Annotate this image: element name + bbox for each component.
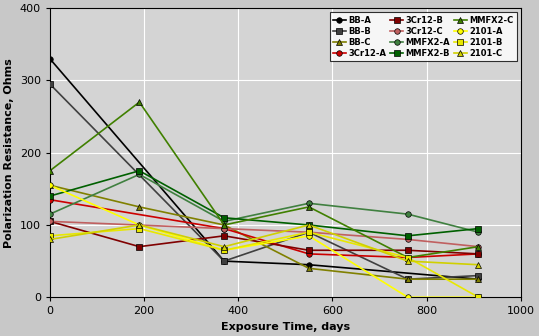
MMFX2-B bbox=[136, 169, 143, 173]
MMFX2-C bbox=[475, 245, 482, 249]
BB-A bbox=[47, 57, 53, 61]
Line: MMFX2-B: MMFX2-B bbox=[47, 168, 481, 239]
Y-axis label: Polarization Resistance, Ohms: Polarization Resistance, Ohms bbox=[4, 58, 14, 248]
BB-B bbox=[221, 259, 227, 263]
2101-C bbox=[47, 238, 53, 242]
3Cr12-A bbox=[47, 198, 53, 202]
BB-A bbox=[306, 263, 312, 267]
3Cr12-A bbox=[475, 252, 482, 256]
MMFX2-B bbox=[405, 234, 411, 238]
BB-A bbox=[475, 277, 482, 281]
2101-B bbox=[47, 234, 53, 238]
MMFX2-B bbox=[475, 226, 482, 230]
3Cr12-C bbox=[405, 238, 411, 242]
MMFX2-B bbox=[306, 223, 312, 227]
2101-A bbox=[475, 295, 482, 299]
Line: BB-B: BB-B bbox=[47, 81, 481, 282]
BB-C bbox=[306, 266, 312, 270]
MMFX2-B bbox=[221, 216, 227, 220]
3Cr12-A bbox=[306, 252, 312, 256]
Legend: BB-A, BB-B, BB-C, 3Cr12-A, 3Cr12-B, 3Cr12-C, MMFX2-A, MMFX2-B, MMFX2-C, 2101-A, : BB-A, BB-B, BB-C, 3Cr12-A, 3Cr12-B, 3Cr1… bbox=[330, 12, 517, 61]
3Cr12-C bbox=[475, 245, 482, 249]
Line: 2101-A: 2101-A bbox=[47, 182, 481, 300]
BB-A bbox=[221, 259, 227, 263]
2101-A bbox=[47, 183, 53, 187]
3Cr12-C bbox=[221, 226, 227, 230]
2101-C bbox=[136, 223, 143, 227]
3Cr12-A bbox=[405, 255, 411, 259]
Line: 3Cr12-C: 3Cr12-C bbox=[47, 219, 481, 249]
MMFX2-C bbox=[221, 223, 227, 227]
Line: 3Cr12-A: 3Cr12-A bbox=[47, 197, 481, 260]
2101-B bbox=[136, 226, 143, 230]
BB-B bbox=[47, 82, 53, 86]
BB-C bbox=[221, 223, 227, 227]
2101-C bbox=[306, 223, 312, 227]
MMFX2-A bbox=[475, 230, 482, 234]
BB-C bbox=[475, 277, 482, 281]
BB-B bbox=[405, 277, 411, 281]
BB-C bbox=[136, 205, 143, 209]
2101-B bbox=[306, 230, 312, 234]
BB-B bbox=[306, 230, 312, 234]
2101-B bbox=[405, 255, 411, 259]
MMFX2-A bbox=[47, 212, 53, 216]
3Cr12-A bbox=[221, 226, 227, 230]
Line: BB-A: BB-A bbox=[47, 56, 481, 282]
3Cr12-C bbox=[47, 219, 53, 223]
X-axis label: Exposure Time, days: Exposure Time, days bbox=[221, 322, 350, 332]
2101-A bbox=[136, 223, 143, 227]
3Cr12-B bbox=[306, 248, 312, 252]
MMFX2-C bbox=[47, 169, 53, 173]
MMFX2-A bbox=[306, 201, 312, 205]
3Cr12-B bbox=[405, 248, 411, 252]
Line: MMFX2-C: MMFX2-C bbox=[46, 99, 482, 261]
3Cr12-B bbox=[136, 245, 143, 249]
Line: MMFX2-A: MMFX2-A bbox=[47, 172, 481, 235]
Line: BB-C: BB-C bbox=[46, 182, 482, 283]
BB-C bbox=[47, 183, 53, 187]
MMFX2-A bbox=[405, 212, 411, 216]
MMFX2-C bbox=[306, 205, 312, 209]
2101-A bbox=[405, 295, 411, 299]
MMFX2-C bbox=[136, 100, 143, 104]
3Cr12-B bbox=[47, 219, 53, 223]
BB-B bbox=[475, 274, 482, 278]
Line: 2101-C: 2101-C bbox=[46, 221, 482, 268]
BB-C bbox=[405, 277, 411, 281]
MMFX2-C bbox=[405, 255, 411, 259]
3Cr12-B bbox=[221, 234, 227, 238]
2101-A bbox=[306, 234, 312, 238]
MMFX2-B bbox=[47, 194, 53, 198]
2101-B bbox=[221, 248, 227, 252]
2101-A bbox=[221, 248, 227, 252]
Line: 2101-B: 2101-B bbox=[47, 226, 481, 300]
MMFX2-A bbox=[136, 172, 143, 176]
2101-C bbox=[475, 263, 482, 267]
2101-B bbox=[475, 295, 482, 299]
MMFX2-A bbox=[221, 219, 227, 223]
Line: 3Cr12-B: 3Cr12-B bbox=[47, 219, 481, 257]
2101-C bbox=[405, 259, 411, 263]
2101-C bbox=[221, 245, 227, 249]
3Cr12-B bbox=[475, 252, 482, 256]
3Cr12-C bbox=[306, 230, 312, 234]
